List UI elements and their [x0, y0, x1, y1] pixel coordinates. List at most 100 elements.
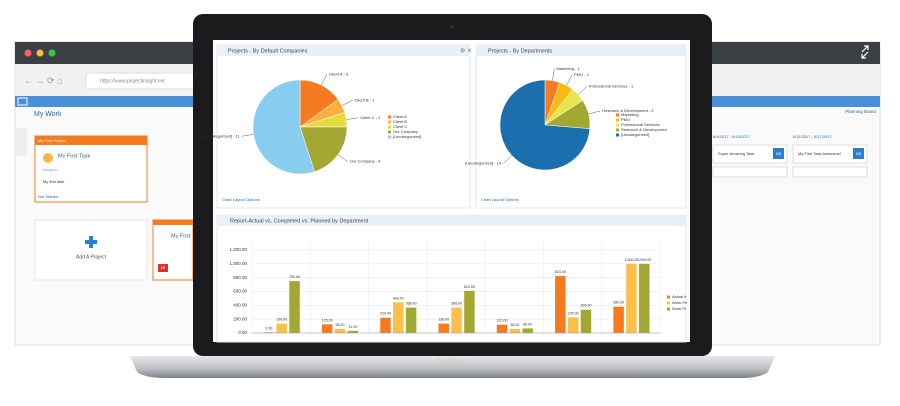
slice-label: Our Company - 4 [350, 159, 381, 164]
project-card-title: My First Project [38, 138, 67, 143]
legend-label: Professional Services [621, 122, 659, 127]
pie-1-footer[interactable]: Chart Layout Options [222, 197, 260, 202]
leader-line [588, 110, 601, 115]
task-status: Not Started [38, 194, 58, 199]
pie-slice [299, 126, 348, 173]
value-label: 823.00 [555, 270, 566, 274]
planning-columns: 6/4/2017 - 6/10/2017 Super Amazing Task KB… [712, 134, 868, 178]
bar [321, 324, 333, 333]
badge-box [773, 148, 784, 159]
panel-controls[interactable]: ⚙ ✕ [460, 48, 472, 55]
leader-line [346, 117, 359, 120]
bar [613, 306, 624, 333]
nav-buttons[interactable]: ← → ⟳ ⌂ [24, 75, 62, 85]
legend-swatch [616, 118, 619, 122]
laptop-brand: MacBook [437, 358, 467, 365]
value-label: 220.00 [380, 312, 391, 316]
pie-2-footer[interactable]: Chart Layout Options [481, 197, 519, 202]
slice-label: Client C - 1 [360, 115, 381, 120]
legend-label: Client A [393, 114, 407, 119]
legend-label: Marketing [621, 112, 639, 117]
value-label: 443.00 [393, 296, 404, 300]
task-card-footer [712, 166, 788, 178]
second-card-title: My First [171, 233, 191, 239]
legend-label: Work Pe [672, 300, 688, 305]
value-label: 1,000.00 [637, 258, 651, 262]
value-label: 125.00 [322, 318, 333, 322]
close-dot[interactable] [24, 49, 32, 57]
bar [496, 324, 508, 333]
second-card-header [153, 220, 193, 225]
legend-label: [Uncategorized] [621, 132, 649, 137]
y-tick-label: 0.00 [238, 330, 247, 335]
bar [347, 330, 359, 333]
legend-label: Actual Ir [672, 294, 687, 299]
y-tick-label: 800.00 [233, 275, 247, 280]
value-label: 136.00 [438, 318, 449, 322]
badge: KB [856, 151, 862, 156]
fullscreen-icon[interactable] [861, 45, 869, 59]
value-label: 136.00 [276, 318, 287, 322]
legend-swatch [667, 307, 670, 311]
legend-label: Research & Development [621, 127, 667, 132]
pie-panel-2-header [476, 45, 686, 56]
legend-swatch [616, 133, 619, 137]
slice-label: [Uncategorized] - 11 [204, 133, 240, 138]
project-card-header [35, 136, 147, 145]
leader-line [321, 74, 327, 86]
leader-line [502, 155, 513, 164]
badge: KB [776, 151, 782, 156]
task-status-label: Assigned [43, 168, 57, 172]
bar [580, 309, 592, 333]
legend-swatch [667, 295, 670, 299]
bar [555, 276, 566, 333]
second-card-badge-box [158, 264, 168, 272]
legend-swatch [388, 120, 391, 124]
min-dot[interactable] [36, 49, 44, 57]
legend-label: Our Company [393, 129, 418, 134]
value-label: 750.00 [289, 275, 300, 279]
camera [450, 25, 454, 29]
leader-line [552, 68, 555, 81]
max-dot[interactable] [48, 49, 56, 57]
bar [464, 290, 475, 333]
bar-panel-header [217, 215, 686, 226]
value-label: 66.00 [523, 322, 532, 326]
second-card-badge: KB [161, 266, 166, 270]
legend-label: Client C [393, 124, 407, 129]
legend-swatch [388, 135, 391, 139]
bar [567, 317, 579, 333]
add-project-card[interactable] [34, 219, 148, 281]
y-tick-label: 400.00 [233, 303, 247, 308]
bar [451, 307, 462, 333]
task-card-title: Super Amazing Task [718, 151, 754, 156]
bar [626, 263, 637, 333]
value-label: 58.00 [336, 323, 345, 327]
bar [509, 328, 521, 333]
column-dates: 6/4/2017 - 6/10/2017 [713, 134, 751, 139]
project-card[interactable] [34, 135, 148, 203]
slice-label: [Uncategorized] - 14 [465, 161, 502, 166]
value-label: 610.00 [464, 285, 475, 289]
menu-icon[interactable] [17, 97, 28, 106]
task-card[interactable] [792, 144, 868, 164]
legend-swatch [388, 130, 391, 134]
bar-title: Report-Actual vs. Completed vs. Planned … [230, 218, 369, 224]
value-label: 1,000.00 [624, 258, 638, 262]
task-card-footer [792, 166, 868, 178]
legend-swatch [667, 301, 670, 305]
bar [334, 328, 346, 333]
value-label: 380.00 [613, 301, 624, 305]
legend-swatch [388, 115, 391, 119]
y-tick-label: 200.00 [233, 316, 247, 321]
planning-board-title[interactable]: Planning Board [845, 109, 876, 114]
legend-label: PMO [621, 117, 630, 122]
task-icon [43, 153, 53, 163]
slice-label: Research & Development - 2 [602, 108, 654, 113]
add-project-label: Add A Project [76, 254, 107, 260]
url: https://www.projectinsight.net [100, 78, 165, 84]
task-title[interactable]: My First Task [58, 153, 91, 159]
task-card[interactable] [712, 144, 788, 164]
